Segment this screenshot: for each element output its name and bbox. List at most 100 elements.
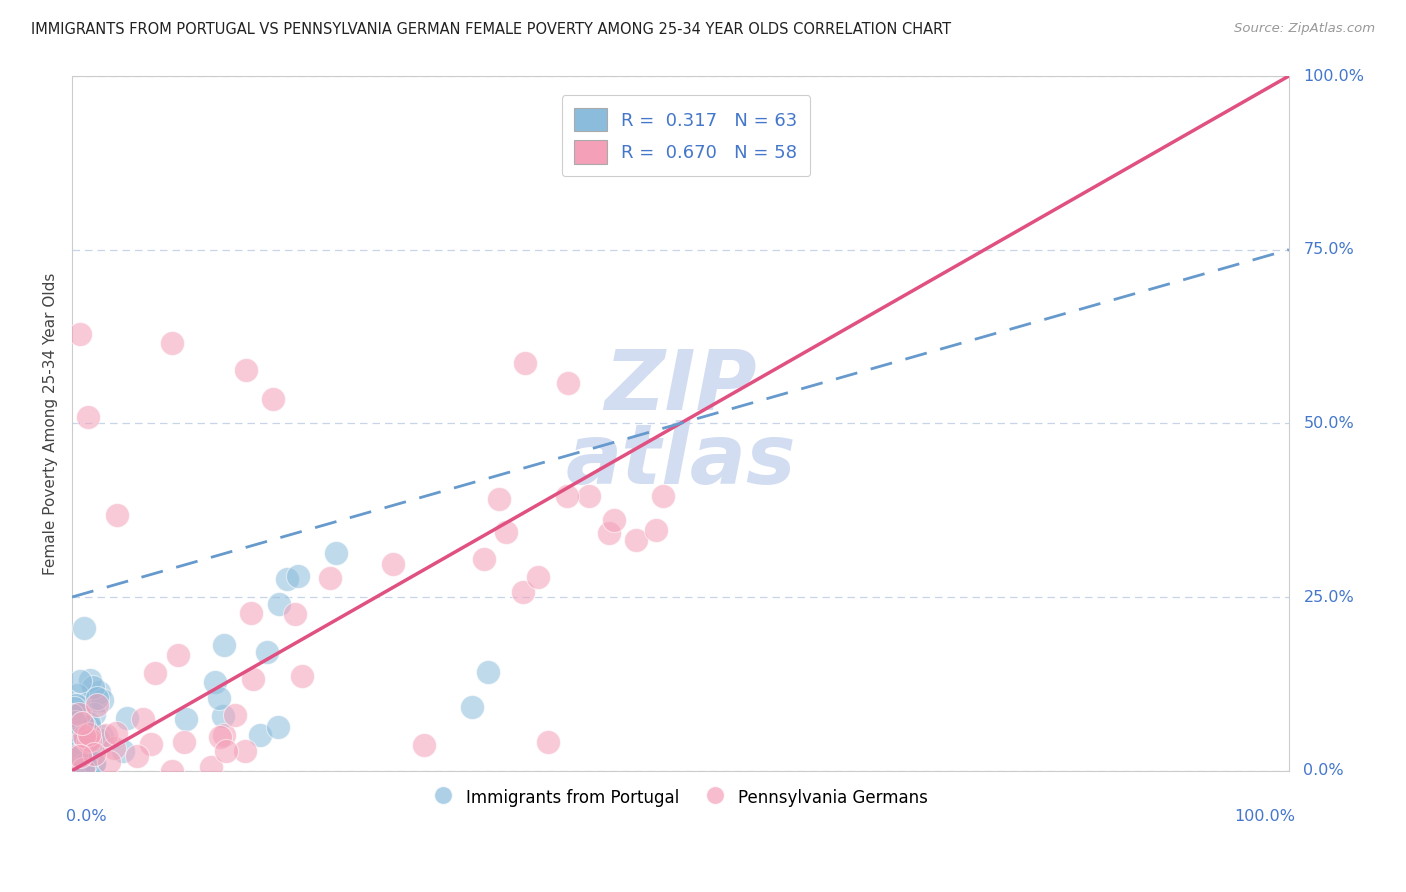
Point [89,685,111,699]
Point [60,728,83,742]
Text: 0.0%: 0.0% [66,809,107,824]
Point [70,716,93,731]
Point [73,756,96,771]
Point [233,743,256,757]
Point [160,335,183,350]
Point [67,711,90,725]
Point [66,688,89,702]
Point [141,737,163,751]
Point [262,392,284,407]
Point [211,708,233,723]
Point [174,712,197,726]
Point [515,355,537,369]
Point [65,739,87,753]
Point [477,665,499,679]
Point [319,571,342,585]
Point [67,750,90,764]
Point [69,327,91,342]
Point [65,732,87,747]
Point [87,732,110,747]
Point [70,704,93,718]
Point [413,738,436,752]
Point [105,508,128,523]
Text: 50.0%: 50.0% [1303,416,1354,431]
Point [239,607,262,621]
Point [62,732,84,747]
Point [103,741,125,756]
Point [598,526,620,541]
Point [79,727,101,741]
Point [488,492,510,507]
Point [495,525,517,540]
Point [69,705,91,719]
Point [624,533,647,547]
Text: 100.0%: 100.0% [1234,809,1295,824]
Point [381,558,404,572]
Point [90,692,112,706]
Point [112,744,135,758]
Point [72,761,94,775]
Point [72,762,94,776]
Text: 25.0%: 25.0% [1303,590,1354,605]
Point [557,376,579,390]
Point [79,732,101,747]
Point [69,748,91,763]
Point [83,747,105,761]
Text: 0.0%: 0.0% [1303,764,1344,778]
Point [256,645,278,659]
Point [90,730,112,744]
Point [79,673,101,687]
Point [160,764,183,778]
Point [73,729,96,743]
Point [98,756,121,770]
Point [76,747,98,762]
Point [70,728,93,742]
Point [62,739,84,754]
Point [212,728,235,742]
Point [69,674,91,689]
Point [603,513,626,527]
Point [651,489,673,503]
Point [62,724,84,739]
Point [77,734,100,748]
Point [86,698,108,712]
Point [65,738,87,752]
Point [269,597,291,611]
Point [69,745,91,759]
Point [73,742,96,756]
Point [66,740,89,755]
Point [65,698,87,713]
Point [63,714,86,729]
Point [167,648,190,663]
Point [67,707,90,722]
Text: ZIP
atlas: ZIP atlas [565,345,796,501]
Point [461,699,484,714]
Point [204,675,226,690]
Point [77,696,100,710]
Point [645,523,668,537]
Point [287,569,309,583]
Point [224,708,246,723]
Point [526,570,548,584]
Point [82,680,104,694]
Point [73,621,96,635]
Point [276,572,298,586]
Text: 75.0%: 75.0% [1303,243,1354,257]
Point [242,673,264,687]
Point [555,489,578,503]
Text: Source: ZipAtlas.com: Source: ZipAtlas.com [1234,22,1375,36]
Y-axis label: Female Poverty Among 25-34 Year Olds: Female Poverty Among 25-34 Year Olds [44,272,58,574]
Point [77,724,100,739]
Point [267,720,290,734]
Point [69,747,91,762]
Point [472,551,495,566]
Point [77,716,100,731]
Point [537,735,560,749]
Point [73,731,96,746]
Point [215,744,238,758]
Point [173,734,195,748]
Point [115,711,138,725]
Point [512,585,534,599]
Point [67,745,90,759]
Point [209,730,232,744]
